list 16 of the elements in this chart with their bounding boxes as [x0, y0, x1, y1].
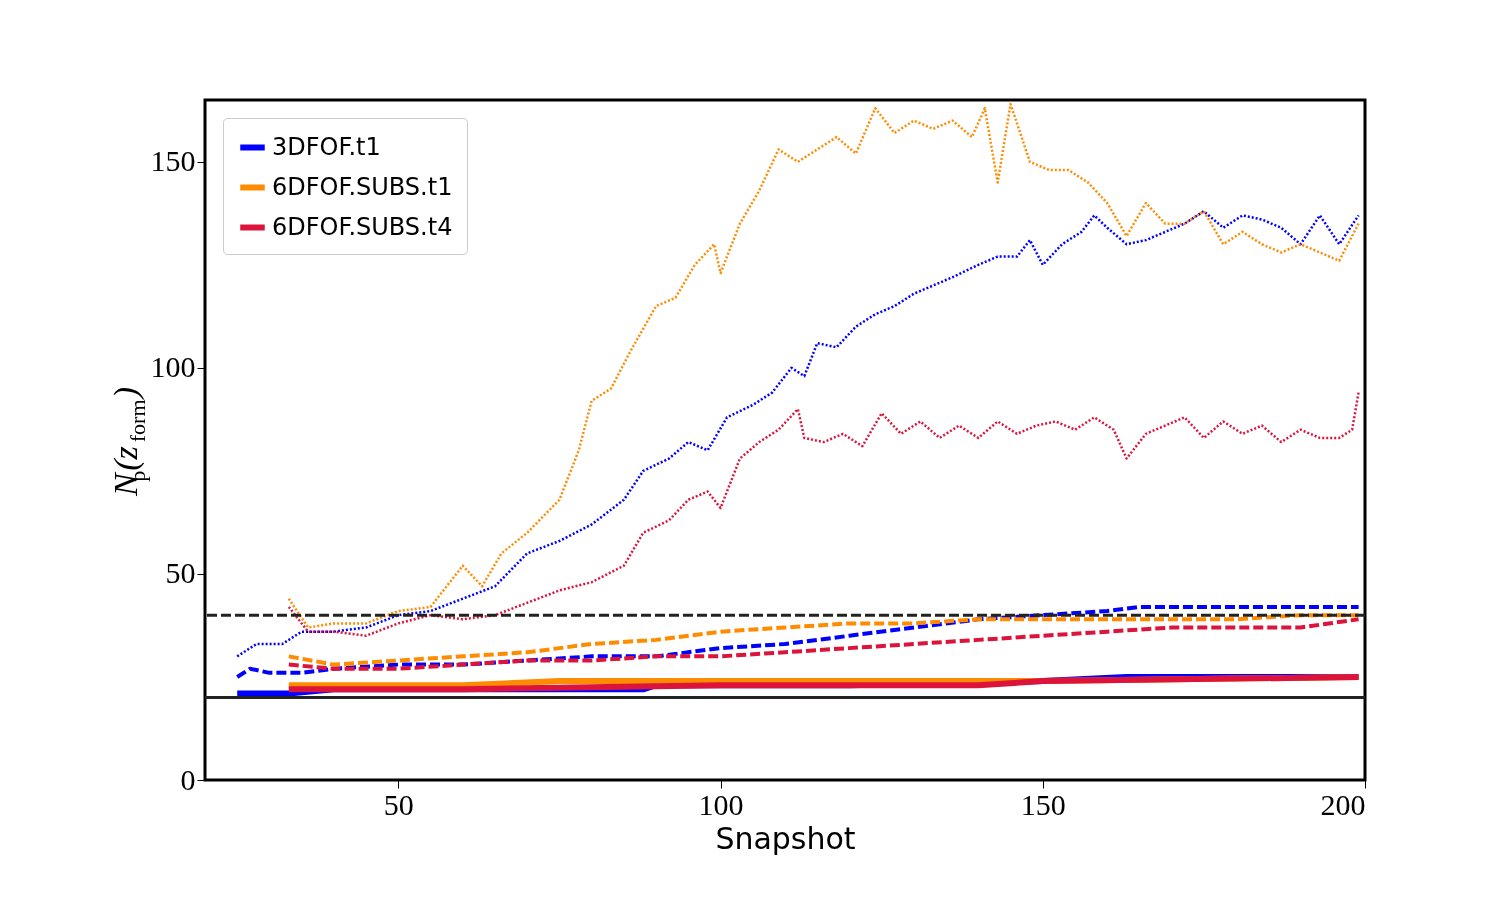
y-axis-title: Np(zform): [107, 386, 150, 498]
x-tick-label: 100: [698, 787, 744, 821]
line-series: [235, 604, 1361, 679]
x-tick-label: 200: [1320, 787, 1366, 821]
y-tick-label: 150: [150, 144, 196, 178]
legend-label: 6DFOF.SUBS.t1: [272, 172, 453, 201]
y-tick-label: 0: [180, 762, 196, 796]
x-axis-title: Snapshot: [715, 820, 856, 856]
x-tick-label: 50: [383, 787, 414, 821]
y-tick-label: 100: [150, 350, 196, 384]
line-series: [287, 391, 1360, 638]
x-tick-label: 150: [1020, 787, 1066, 821]
legend-label: 3DFOF.t1: [272, 132, 381, 161]
y-tick-label: 50: [165, 556, 196, 590]
legend-label: 6DFOF.SUBS.t4: [272, 212, 453, 241]
line-series: [235, 210, 1360, 658]
